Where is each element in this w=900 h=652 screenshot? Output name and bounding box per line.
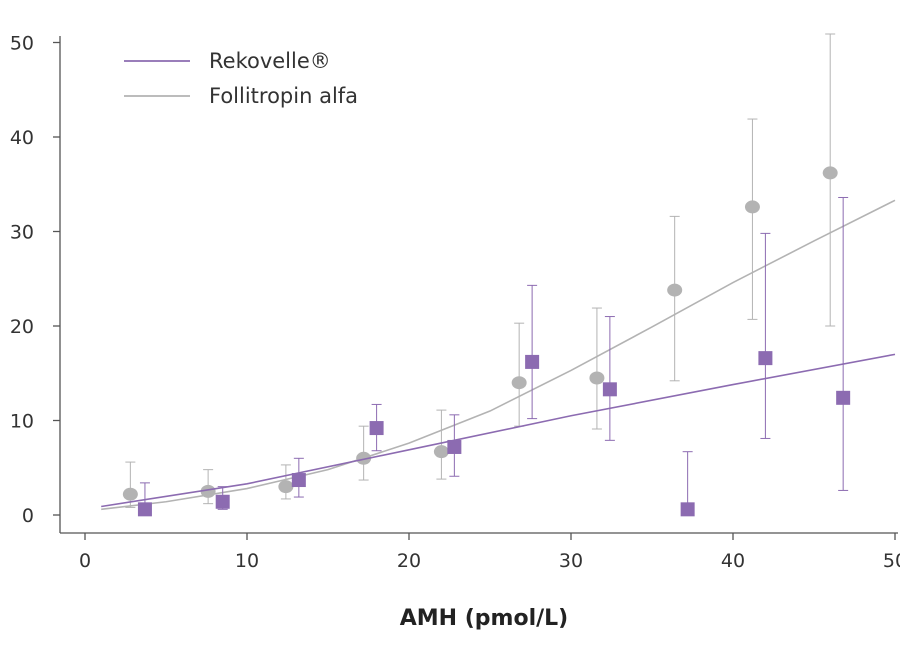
x-tick-label: 30	[559, 550, 583, 572]
data-point-circle	[667, 283, 683, 297]
x-tick-label: 0	[79, 550, 91, 572]
x-tick-label: 10	[235, 550, 259, 572]
y-tick-label: 10	[10, 411, 34, 433]
axes	[59, 36, 898, 534]
data-point-circle	[822, 166, 838, 180]
fit-line-rekovelle	[101, 353, 896, 508]
data-point-circle	[200, 484, 216, 498]
data-point-circle	[433, 445, 449, 459]
y-tick-label: 40	[10, 127, 34, 149]
data-point-square	[215, 494, 230, 509]
tick-labels: 0 10 20 30 40 50 0 10 20 30 40 50	[10, 33, 900, 573]
data-point-square	[758, 351, 773, 366]
x-tick-label: 20	[397, 550, 421, 572]
y-tick-label: 20	[10, 316, 34, 338]
y-tick-label: 50	[10, 33, 34, 55]
x-tick-label: 50	[883, 550, 900, 572]
legend: Rekovelle® Follitropin alfa	[124, 49, 358, 108]
data-point-square	[602, 382, 617, 397]
data-point-square	[680, 502, 695, 517]
data-point-square	[836, 390, 851, 405]
data-point-circle	[122, 487, 138, 501]
data-point-square	[525, 354, 540, 369]
data-point-square	[137, 502, 152, 517]
data-point-circle	[744, 200, 760, 214]
series-rekovelle	[101, 196, 896, 517]
y-tick-label: 30	[10, 222, 34, 244]
y-tick-label: 0	[22, 505, 34, 527]
data-point-circle	[356, 451, 372, 465]
x-axis-title: AMH (pmol/L)	[400, 606, 568, 631]
legend-label: Follitropin alfa	[209, 84, 358, 108]
series-follitropin-alfa	[101, 33, 896, 511]
data-point-square	[447, 439, 462, 454]
legend-label: Rekovelle®	[209, 49, 331, 73]
data-point-circle	[589, 371, 605, 385]
data-point-circle	[511, 376, 527, 390]
data-point-square	[291, 473, 306, 488]
data-point-square	[369, 421, 384, 436]
plot-area	[101, 33, 896, 517]
data-point-circle	[278, 480, 294, 494]
x-tick-label: 40	[721, 550, 745, 572]
fit-line-follitropin-alfa	[101, 199, 896, 511]
